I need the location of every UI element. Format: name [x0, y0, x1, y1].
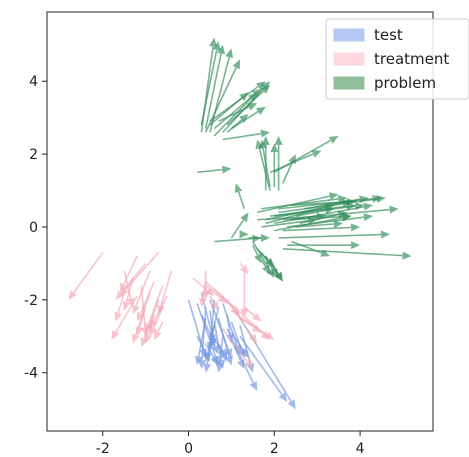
problem-arrow-39	[291, 240, 331, 257]
problem-arrow-24	[234, 183, 246, 210]
legend-label: treatment	[374, 50, 449, 68]
test-arrow-8	[194, 317, 207, 366]
test-arrow-15	[200, 314, 219, 355]
treatment-arrow-3	[115, 262, 147, 300]
problem-arrow-6	[209, 81, 266, 122]
test-arrow-26	[230, 332, 249, 359]
problem-arrow-28	[248, 233, 271, 242]
test-arrow-25	[217, 343, 228, 362]
problem-arrow-23	[197, 165, 232, 174]
y-tick-label: 0	[29, 220, 38, 236]
treatment-arrow-30	[239, 262, 249, 275]
test-arrow-12	[226, 328, 258, 391]
treatment-arrow-28	[222, 328, 253, 370]
legend-swatch	[333, 76, 365, 90]
problem-arrow-12	[213, 92, 258, 137]
test-arrow-2	[198, 307, 207, 370]
problem-arrow-34	[269, 259, 283, 282]
problem-arrow-51	[295, 220, 343, 229]
problem-arrow-13	[226, 114, 249, 133]
treatment-arrow-33	[209, 295, 219, 311]
treatment-arrow-29	[240, 270, 249, 319]
treatment-arrow-17	[154, 321, 164, 340]
problem-arrow-25	[230, 212, 249, 239]
treatment-arrow-13	[135, 306, 147, 337]
treatment-arrow-16	[144, 314, 155, 344]
problem-arrow-18	[270, 143, 279, 187]
problem-arrow-60	[304, 195, 369, 210]
problem-arrow-15	[261, 135, 270, 191]
x-tick-label: 0	[184, 441, 193, 457]
legend-item-treatment: treatment	[333, 50, 449, 68]
series-problem	[197, 37, 412, 282]
legend-swatch	[333, 52, 365, 66]
problem-arrow-27	[239, 230, 249, 239]
x-tick-label: -2	[96, 441, 110, 457]
problem-arrow-37	[278, 230, 391, 239]
treatment-arrow-18	[114, 292, 125, 322]
arrows-layer	[68, 37, 412, 410]
treatment-arrow-24	[226, 299, 258, 344]
treatment-arrow-9	[111, 295, 138, 340]
x-tick-label: 4	[356, 441, 365, 457]
problem-arrow-55	[261, 216, 318, 228]
test-arrow-24	[204, 343, 219, 366]
test-arrow-18	[239, 335, 288, 402]
problem-arrow-20	[282, 154, 296, 184]
problem-arrow-1	[204, 44, 225, 129]
problem-arrow-58	[282, 223, 361, 232]
problem-arrow-22	[273, 135, 339, 174]
treatment-arrow-21	[205, 284, 228, 304]
treatment-arrow-15	[122, 277, 134, 311]
test-arrow-16	[217, 317, 233, 366]
legend-label: problem	[374, 74, 436, 92]
legend: test treatment problem	[325, 18, 469, 100]
y-tick-label: 4	[29, 74, 38, 90]
treatment-arrow-32	[198, 281, 207, 308]
problem-arrow-14	[222, 129, 271, 141]
test-arrow-22	[203, 325, 216, 373]
problem-arrow-10	[226, 84, 271, 126]
treatment-arrow-0	[68, 252, 104, 300]
treatment-arrow-19	[157, 270, 173, 315]
series-treatment	[68, 251, 275, 370]
legend-item-problem: problem	[333, 74, 436, 92]
problem-arrow-3	[200, 41, 221, 126]
problem-arrow-21	[269, 150, 322, 174]
problem-arrow-29	[252, 244, 262, 264]
problem-arrow-30	[252, 241, 275, 278]
problem-arrow-57	[274, 213, 352, 232]
treatment-arrow-5	[132, 270, 151, 315]
legend-swatch	[333, 28, 365, 42]
problem-arrow-17	[255, 139, 271, 191]
problem-arrow-38	[282, 248, 412, 260]
treatment-arrow-26	[239, 317, 262, 333]
x-axis: -2 0 2 4	[96, 431, 365, 457]
problem-arrow-36	[287, 241, 361, 250]
treatment-arrow-27	[243, 306, 262, 322]
y-tick-label: 2	[29, 147, 38, 163]
x-tick-label: 2	[270, 441, 279, 457]
y-tick-label: -4	[24, 366, 38, 382]
legend-label: test	[374, 26, 403, 44]
y-axis: -4 -2 0 2 4	[24, 74, 47, 382]
problem-arrow-35	[260, 259, 271, 275]
plot-frame	[46, 11, 434, 432]
legend-item-test: test	[333, 26, 403, 44]
treatment-arrow-25	[230, 310, 275, 340]
y-tick-label: -2	[24, 293, 38, 309]
series-test	[187, 292, 296, 410]
problem-arrow-19	[274, 135, 283, 191]
